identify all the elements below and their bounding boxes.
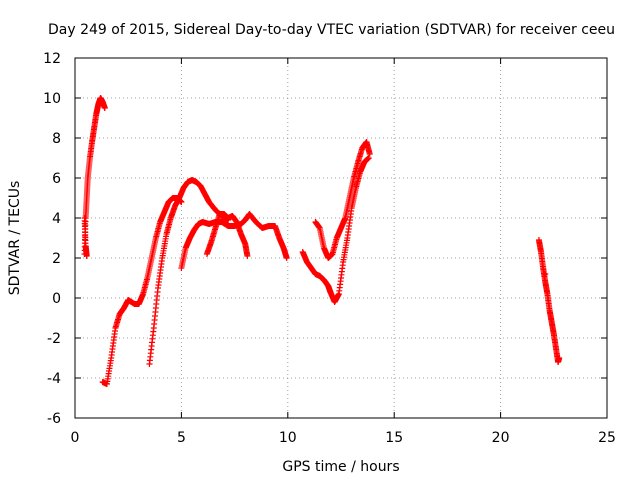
x-tick-label: 5 [177, 430, 186, 446]
x-axis-label: GPS time / hours [282, 459, 399, 475]
y-tick-label: 0 [52, 291, 61, 307]
data-point [83, 253, 90, 259]
y-tick-label: -6 [47, 411, 61, 427]
series-arc-2 [81, 215, 90, 259]
y-axis-label: SDTVAR / TECUs [7, 181, 23, 296]
x-tick-label: 25 [598, 430, 616, 446]
series-arc-11 [542, 271, 549, 277]
y-tick-label: 10 [43, 91, 61, 107]
data-point [244, 253, 251, 259]
x-tick-label: 15 [385, 430, 403, 446]
y-tick-label: 12 [43, 51, 61, 67]
y-tick-label: 6 [52, 171, 61, 187]
y-tick-label: -2 [47, 331, 61, 347]
data-point [283, 255, 290, 261]
y-tick-label: -4 [47, 371, 61, 387]
y-tick-label: 8 [52, 131, 61, 147]
data-point [365, 155, 372, 161]
series-arc-1 [81, 95, 108, 257]
data-point [542, 271, 549, 277]
series-arc-7 [299, 249, 334, 295]
y-tick-label: 4 [52, 211, 61, 227]
x-tick-label: 10 [279, 430, 297, 446]
series-arc-9 [327, 155, 372, 305]
series-arc-8 [312, 139, 373, 261]
x-axis: 0 5 10 15 20 25 [71, 58, 616, 446]
chart-title: Day 249 of 2015, Sidereal Day-to-day VTE… [48, 22, 615, 38]
y-axis: -6 -4 -2 0 2 4 6 8 10 12 [43, 51, 607, 427]
data-point [556, 355, 563, 361]
data-points [81, 95, 563, 387]
x-tick-label: 20 [492, 430, 510, 446]
data-point [366, 151, 373, 157]
data-point [101, 105, 108, 111]
y-tick-label: 2 [52, 251, 61, 267]
plot-frame [74, 57, 608, 419]
series-arc-10 [535, 237, 563, 365]
series-arc-4 [146, 177, 232, 367]
series-arc-6 [203, 211, 251, 259]
x-tick-label: 0 [71, 430, 80, 446]
